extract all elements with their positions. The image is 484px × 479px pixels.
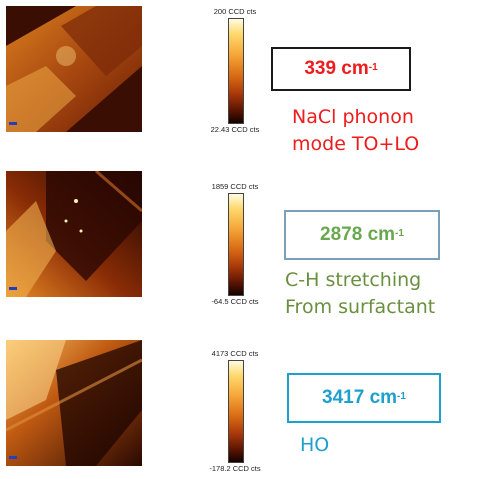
color-scale-bar-3: [228, 360, 244, 463]
scale-top-label-1: 200 CCD cts: [213, 7, 257, 16]
peak-label-3: 3417 cm: [322, 387, 398, 408]
desc-line-1b: mode TO+LO: [292, 133, 420, 155]
scale-top-label-2: 1859 CCD cts: [211, 182, 259, 191]
scale-bottom-label-1: 22.43 CCD cts: [210, 125, 260, 134]
peak-label-2: 2878 cm: [320, 224, 396, 245]
scale-top-label-3: 4173 CCD cts: [211, 349, 259, 358]
desc-line-3a: HO: [300, 434, 330, 456]
color-scale-bar-1: [228, 18, 244, 124]
raman-map-2878: [6, 171, 142, 297]
scale-bottom-label-3: -178.2 CCD cts: [209, 464, 261, 473]
peak-exp-3: -1: [397, 390, 406, 402]
scale-bottom-label-2: -64.5 CCD cts: [211, 297, 259, 306]
peak-exp-1: -1: [368, 61, 378, 73]
desc-line-1a: NaCl phonon: [292, 106, 414, 128]
peak-box-3417: 3417 cm -1: [287, 373, 441, 423]
peak-box-339: 339 cm -1: [271, 47, 411, 91]
desc-line-2a: C-H stretching: [285, 269, 422, 291]
raman-map-339: [6, 6, 142, 132]
peak-description-1: NaCl phonon mode TO+LO: [292, 104, 419, 158]
raman-map-3417: [6, 340, 142, 466]
peak-exp-2: -1: [395, 227, 404, 239]
peak-description-3: HO: [300, 432, 329, 459]
color-scale-bar-2: [228, 193, 244, 296]
peak-description-2: C-H stretching From surfactant: [285, 267, 435, 321]
peak-label-1: 339 cm: [304, 58, 369, 79]
desc-line-2b: From surfactant: [285, 296, 436, 318]
peak-box-2878: 2878 cm -1: [284, 210, 440, 260]
